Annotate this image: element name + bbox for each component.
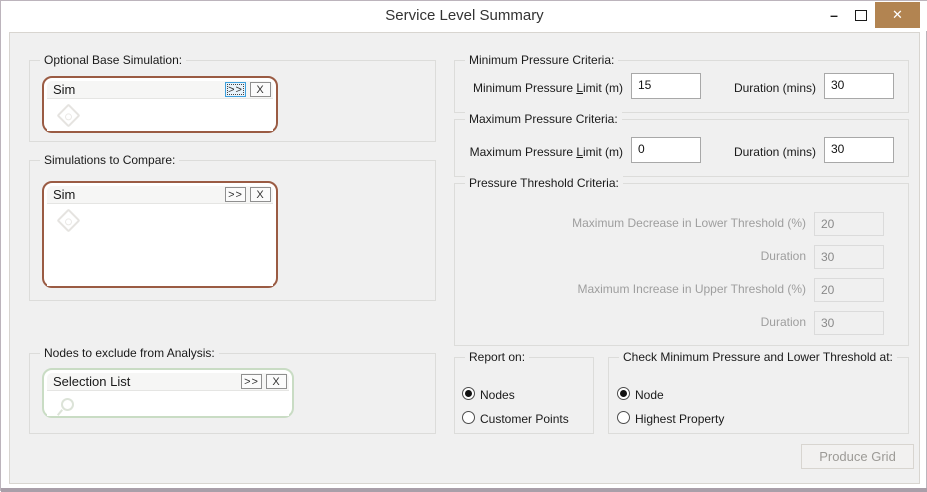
maximize-icon: [855, 9, 867, 21]
clear-button[interactable]: X: [266, 374, 287, 389]
selection-ghost-icon: [56, 398, 74, 416]
max-duration-input[interactable]: 30: [824, 137, 894, 163]
max-increase-upper-threshold-input: 20: [814, 278, 884, 302]
max-duration-label: Duration (mins): [733, 145, 816, 159]
min-duration-label: Duration (mins): [733, 81, 816, 95]
list-body[interactable]: [47, 204, 273, 286]
base-simulation-list[interactable]: Sim >> X: [42, 76, 278, 133]
expand-button[interactable]: >>: [225, 82, 246, 97]
group-simulations-to-compare: Simulations to Compare:: [29, 153, 436, 301]
simulation-ghost-icon: [56, 208, 81, 233]
group-maximum-pressure-criteria: Maximum Pressure Criteria:: [454, 112, 909, 177]
selection-ghost-icon-handle: [56, 409, 64, 416]
expand-button[interactable]: >>: [225, 187, 246, 202]
group-nodes-to-exclude: Nodes to exclude from Analysis:: [29, 346, 436, 434]
max-increase-upper-threshold-label: Maximum Increase in Upper Threshold (%): [577, 282, 806, 296]
list-body[interactable]: [47, 391, 289, 416]
titlebar: Service Level Summary – ✕: [1, 1, 927, 31]
list-header-label: Sim: [53, 82, 76, 97]
radio-node-label[interactable]: Node: [635, 388, 664, 402]
group-title: Simulations to Compare:: [40, 153, 180, 168]
minimum-pressure-limit-input[interactable]: 15: [631, 73, 701, 99]
radio-customer-points[interactable]: [462, 411, 475, 424]
radio-highest-property[interactable]: [617, 411, 630, 424]
radio-nodes[interactable]: [462, 387, 475, 400]
clear-button[interactable]: X: [250, 82, 271, 97]
radio-node[interactable]: [617, 387, 630, 400]
group-title: Report on:: [465, 350, 530, 365]
lower-duration-input: 30: [814, 245, 884, 269]
radio-highest-property-label[interactable]: Highest Property: [635, 412, 725, 426]
list-header: Sim >> X: [47, 81, 273, 99]
minimize-button[interactable]: –: [823, 4, 845, 26]
upper-duration-input: 30: [814, 311, 884, 335]
group-report-on: Report on:: [454, 350, 594, 434]
simulation-ghost-icon-inner: [63, 216, 74, 227]
group-title: Nodes to exclude from Analysis:: [40, 346, 219, 361]
exclude-nodes-selection-list[interactable]: Selection List >> X: [42, 368, 294, 418]
max-decrease-lower-threshold-input: 20: [814, 212, 884, 236]
group-title: Minimum Pressure Criteria:: [465, 53, 619, 68]
group-minimum-pressure-criteria: Minimum Pressure Criteria:: [454, 53, 909, 113]
minimize-icon: –: [830, 7, 838, 23]
group-title: Check Minimum Pressure and Lower Thresho…: [619, 350, 897, 365]
simulation-ghost-icon: [56, 103, 81, 128]
maximum-pressure-limit-input[interactable]: 0: [631, 137, 701, 163]
upper-duration-label: Duration: [760, 315, 806, 329]
list-header: Sim >> X: [47, 186, 273, 204]
group-pressure-threshold-criteria: Pressure Threshold Criteria:: [454, 176, 909, 346]
group-title: Maximum Pressure Criteria:: [465, 112, 622, 127]
minimum-pressure-limit-label: Minimum Pressure Limit (m): [472, 81, 623, 95]
window-bottom-edge: [1, 488, 927, 492]
max-decrease-lower-threshold-label: Maximum Decrease in Lower Threshold (%): [572, 216, 806, 230]
window-title: Service Level Summary: [385, 7, 544, 24]
close-icon: ✕: [892, 7, 903, 22]
clear-button[interactable]: X: [250, 187, 271, 202]
group-title: Pressure Threshold Criteria:: [465, 176, 623, 191]
lower-duration-label: Duration: [760, 249, 806, 263]
maximum-pressure-limit-label: Maximum Pressure Limit (m): [469, 145, 623, 159]
list-header-label: Sim: [53, 187, 76, 202]
close-button[interactable]: ✕: [875, 2, 920, 28]
radio-customer-points-label[interactable]: Customer Points: [480, 412, 569, 426]
group-optional-base-simulation: Optional Base Simulation:: [29, 53, 436, 142]
group-title: Optional Base Simulation:: [40, 53, 187, 68]
maximize-button[interactable]: [850, 4, 872, 26]
list-body[interactable]: [47, 99, 273, 131]
list-header: Selection List >> X: [47, 373, 289, 391]
radio-nodes-label[interactable]: Nodes: [480, 388, 515, 402]
min-duration-input[interactable]: 30: [824, 73, 894, 99]
compare-simulations-list[interactable]: Sim >> X: [42, 181, 278, 288]
expand-button[interactable]: >>: [241, 374, 262, 389]
produce-grid-button[interactable]: Produce Grid: [801, 444, 914, 469]
list-header-label: Selection List: [53, 374, 131, 389]
simulation-ghost-icon-inner: [63, 111, 74, 122]
group-check-minimum-pressure-at: Check Minimum Pressure and Lower Thresho…: [608, 350, 909, 434]
